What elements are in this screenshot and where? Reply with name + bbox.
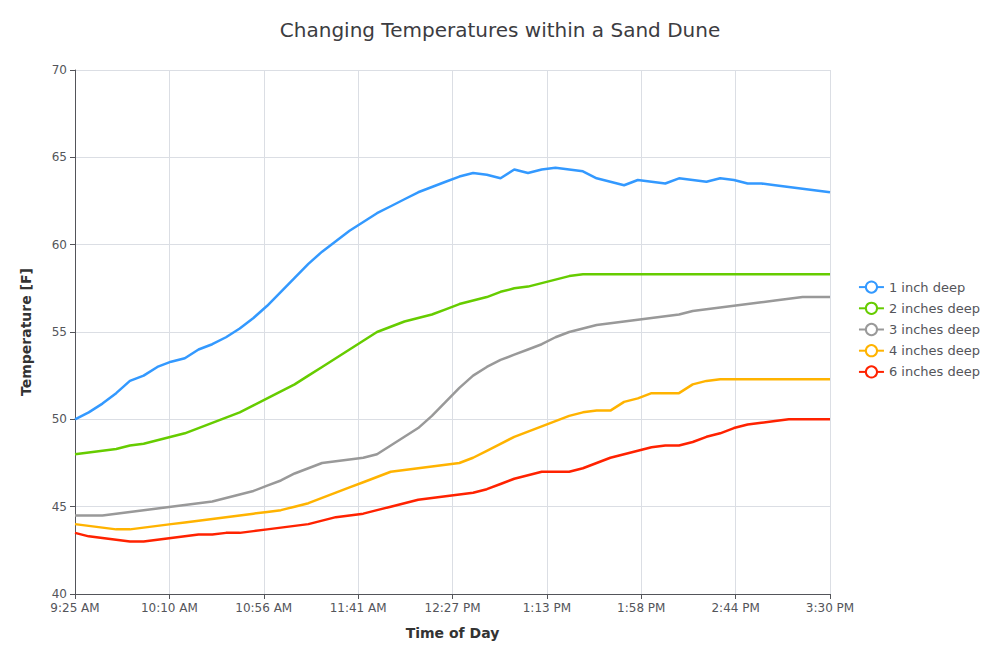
svg-text:6 inches deep: 6 inches deep <box>889 364 980 379</box>
svg-text:2:44 PM: 2:44 PM <box>711 601 759 615</box>
svg-text:40: 40 <box>52 587 67 601</box>
svg-text:1:13 PM: 1:13 PM <box>523 601 571 615</box>
svg-text:1:58 PM: 1:58 PM <box>617 601 665 615</box>
svg-text:11:41 AM: 11:41 AM <box>330 601 387 615</box>
svg-text:10:56 AM: 10:56 AM <box>235 601 292 615</box>
svg-text:50: 50 <box>52 412 67 426</box>
svg-text:45: 45 <box>52 500 67 514</box>
svg-text:55: 55 <box>52 325 67 339</box>
svg-text:4 inches deep: 4 inches deep <box>889 343 980 358</box>
svg-text:2 inches deep: 2 inches deep <box>889 301 980 316</box>
svg-text:3:30 PM: 3:30 PM <box>806 601 854 615</box>
svg-text:Changing Temperatures within a: Changing Temperatures within a Sand Dune <box>280 18 720 42</box>
svg-text:65: 65 <box>52 150 67 164</box>
svg-text:60: 60 <box>52 238 67 252</box>
svg-text:1 inch deep: 1 inch deep <box>889 280 965 295</box>
svg-text:Temperature [F]: Temperature [F] <box>18 268 34 396</box>
svg-text:Time of Day: Time of Day <box>406 625 500 641</box>
svg-text:9:25 AM: 9:25 AM <box>50 601 99 615</box>
svg-text:12:27 PM: 12:27 PM <box>425 601 481 615</box>
svg-text:3 inches deep: 3 inches deep <box>889 322 980 337</box>
svg-text:70: 70 <box>52 63 67 77</box>
svg-text:10:10 AM: 10:10 AM <box>141 601 198 615</box>
